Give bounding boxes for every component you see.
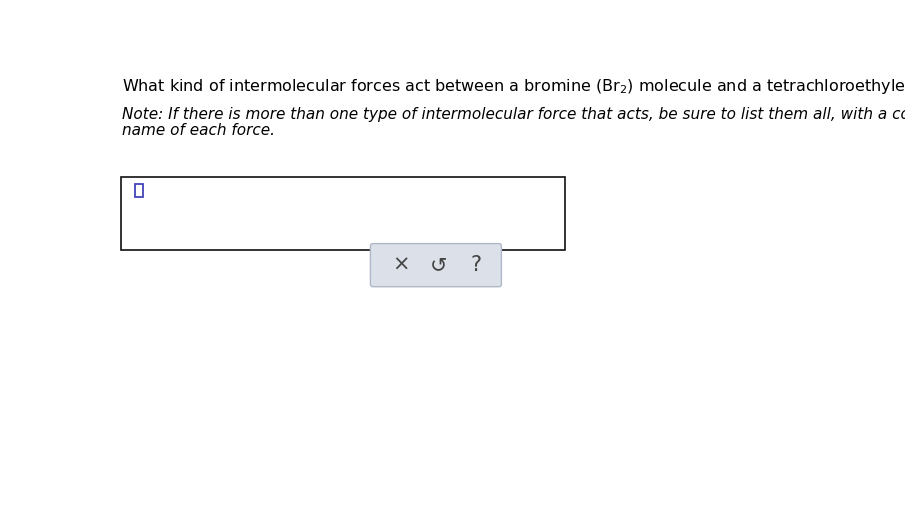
- FancyBboxPatch shape: [370, 244, 501, 287]
- Text: ?: ?: [471, 255, 481, 275]
- Text: What kind of intermolecular forces act between a bromine $\left(\mathrm{Br_2}\ri: What kind of intermolecular forces act b…: [122, 77, 905, 96]
- Text: ×: ×: [392, 255, 409, 275]
- Text: ↺: ↺: [430, 255, 447, 275]
- Bar: [121, 176, 565, 250]
- Text: Note: If there is more than one type of intermolecular force that acts, be sure : Note: If there is more than one type of …: [122, 108, 905, 122]
- Text: name of each force.: name of each force.: [122, 123, 275, 138]
- Bar: [135, 184, 143, 197]
